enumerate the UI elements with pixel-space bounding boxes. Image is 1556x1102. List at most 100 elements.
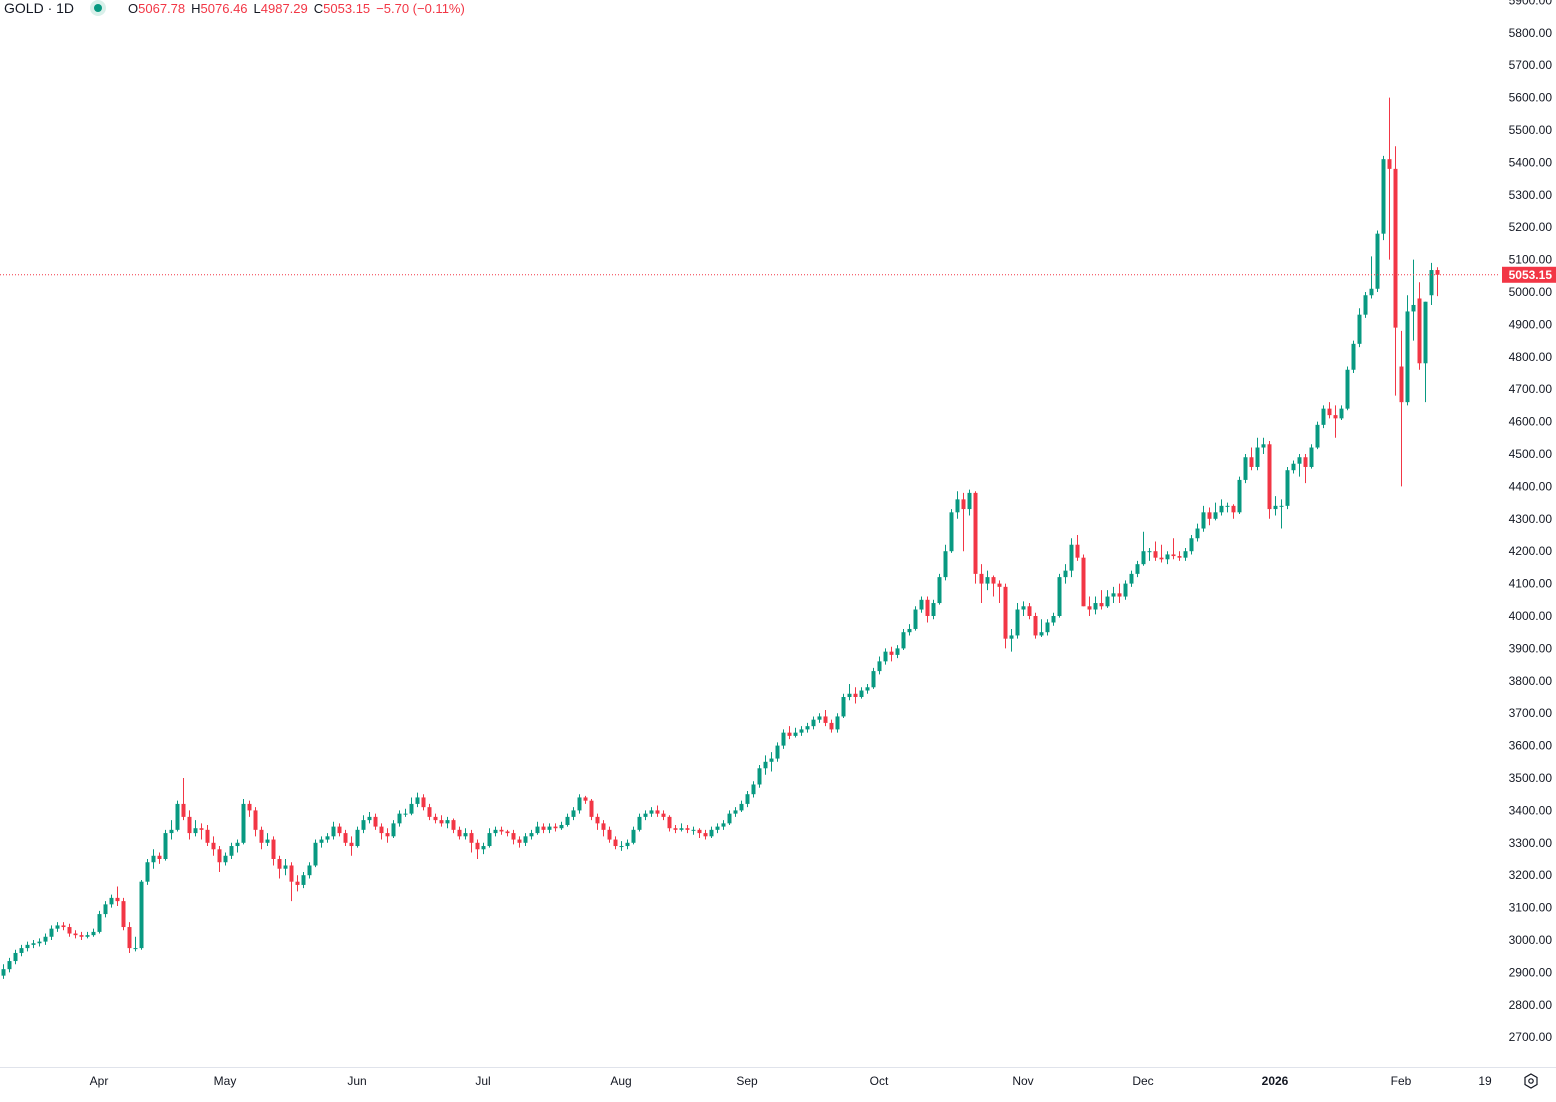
candle[interactable] xyxy=(691,826,696,835)
candle[interactable] xyxy=(709,826,714,838)
candle[interactable] xyxy=(379,823,384,840)
candle[interactable] xyxy=(1405,295,1410,406)
candle[interactable] xyxy=(1399,330,1404,487)
candle[interactable] xyxy=(937,573,942,605)
candle[interactable] xyxy=(61,922,66,931)
candle[interactable] xyxy=(655,805,660,817)
candle[interactable] xyxy=(1051,612,1056,626)
candle[interactable] xyxy=(1027,603,1032,620)
candle[interactable] xyxy=(925,596,930,623)
candle[interactable] xyxy=(31,940,36,949)
candle[interactable] xyxy=(859,687,864,699)
candle[interactable] xyxy=(1075,535,1080,561)
candle[interactable] xyxy=(427,803,432,821)
candle[interactable] xyxy=(811,716,816,730)
candle[interactable] xyxy=(589,799,594,821)
candle[interactable] xyxy=(739,800,744,813)
candle[interactable] xyxy=(895,645,900,659)
candle[interactable] xyxy=(283,859,288,876)
candle[interactable] xyxy=(49,925,54,940)
candle[interactable] xyxy=(115,886,120,906)
candle[interactable] xyxy=(547,823,552,834)
candle[interactable] xyxy=(1435,267,1440,297)
candle[interactable] xyxy=(715,823,720,834)
candle[interactable] xyxy=(673,824,678,834)
candle[interactable] xyxy=(889,646,894,662)
candle[interactable] xyxy=(1213,502,1218,521)
candle[interactable] xyxy=(1411,259,1416,341)
candle[interactable] xyxy=(583,795,588,804)
candle[interactable] xyxy=(931,599,936,620)
candle[interactable] xyxy=(121,897,126,931)
candle[interactable] xyxy=(37,938,42,947)
candle[interactable] xyxy=(337,823,342,837)
candle[interactable] xyxy=(733,807,738,817)
candle[interactable] xyxy=(109,894,114,908)
candle[interactable] xyxy=(787,726,792,740)
candle[interactable] xyxy=(259,826,264,850)
candle[interactable] xyxy=(1105,590,1110,608)
candle[interactable] xyxy=(421,794,426,811)
candle[interactable] xyxy=(535,821,540,835)
candle[interactable] xyxy=(1195,523,1200,542)
candle[interactable] xyxy=(1363,292,1368,318)
candle[interactable] xyxy=(289,862,294,902)
candle[interactable] xyxy=(349,836,354,856)
candle[interactable] xyxy=(277,855,282,879)
candle[interactable] xyxy=(319,836,324,848)
candle[interactable] xyxy=(505,829,510,837)
candle[interactable] xyxy=(79,931,84,940)
candle[interactable] xyxy=(1219,499,1224,516)
candle[interactable] xyxy=(553,823,558,832)
candle[interactable] xyxy=(301,871,306,889)
candle[interactable] xyxy=(229,842,234,859)
candle[interactable] xyxy=(955,491,960,519)
candle[interactable] xyxy=(649,807,654,817)
candle[interactable] xyxy=(1255,437,1260,471)
candle[interactable] xyxy=(1033,612,1038,639)
candle[interactable] xyxy=(43,933,48,945)
candle[interactable] xyxy=(373,813,378,830)
candle[interactable] xyxy=(469,829,474,853)
candle[interactable] xyxy=(1375,230,1380,292)
candle[interactable] xyxy=(1243,454,1248,484)
candle[interactable] xyxy=(433,813,438,824)
candle[interactable] xyxy=(415,792,420,808)
candle[interactable] xyxy=(1261,437,1266,454)
candle[interactable] xyxy=(1357,308,1362,348)
candle[interactable] xyxy=(1129,570,1134,587)
candle[interactable] xyxy=(511,829,516,845)
candle[interactable] xyxy=(847,684,852,701)
candle[interactable] xyxy=(1315,421,1320,450)
candle[interactable] xyxy=(877,656,882,675)
candle[interactable] xyxy=(217,846,222,872)
candle[interactable] xyxy=(601,820,606,837)
candle[interactable] xyxy=(187,810,192,840)
candle[interactable] xyxy=(19,944,24,957)
candle[interactable] xyxy=(763,755,768,775)
candle[interactable] xyxy=(1135,560,1140,578)
candle[interactable] xyxy=(1147,547,1152,561)
candle[interactable] xyxy=(1321,405,1326,429)
candle[interactable] xyxy=(901,628,906,651)
candle[interactable] xyxy=(1069,538,1074,578)
candle[interactable] xyxy=(1045,619,1050,636)
candle[interactable] xyxy=(343,829,348,847)
candle[interactable] xyxy=(961,492,966,552)
candle[interactable] xyxy=(391,820,396,838)
candle[interactable] xyxy=(355,826,360,848)
candle[interactable] xyxy=(1285,466,1290,510)
candle[interactable] xyxy=(1111,586,1116,604)
candle[interactable] xyxy=(907,624,912,636)
candle[interactable] xyxy=(775,742,780,762)
candle[interactable] xyxy=(241,799,246,845)
candle[interactable] xyxy=(361,815,366,834)
candle[interactable] xyxy=(145,859,150,885)
candle[interactable] xyxy=(631,826,636,845)
candle[interactable] xyxy=(481,842,486,855)
candle[interactable] xyxy=(667,815,672,832)
candle[interactable] xyxy=(313,839,318,868)
candle[interactable] xyxy=(973,491,978,584)
candle[interactable] xyxy=(769,752,774,772)
candle[interactable] xyxy=(781,729,786,749)
